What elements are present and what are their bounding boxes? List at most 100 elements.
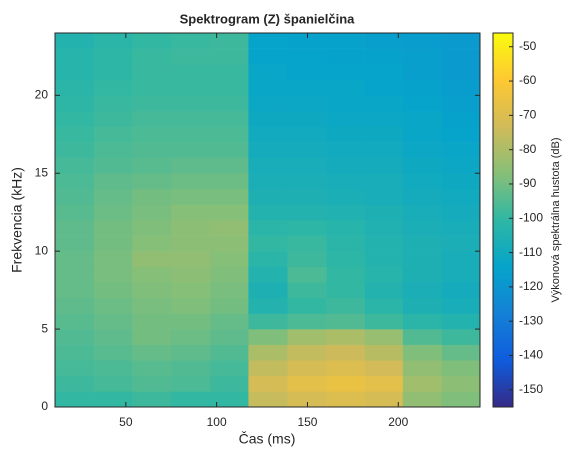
heatmap-cell bbox=[55, 282, 95, 299]
heatmap-cell bbox=[287, 297, 327, 314]
heatmap-cell bbox=[326, 48, 365, 65]
heatmap-cell bbox=[210, 173, 249, 190]
heatmap-cell bbox=[441, 375, 481, 392]
heatmap-cell bbox=[326, 391, 365, 408]
heatmap-cell bbox=[94, 79, 133, 96]
heatmap-cell bbox=[94, 204, 133, 221]
heatmap-cell bbox=[248, 173, 288, 190]
heatmap-cell bbox=[171, 344, 211, 361]
heatmap-cell bbox=[287, 313, 327, 330]
heatmap-cell bbox=[132, 375, 172, 392]
heatmap-cell bbox=[326, 173, 365, 190]
heatmap-cell bbox=[287, 110, 327, 127]
heatmap-cell bbox=[287, 360, 327, 377]
heatmap-cell bbox=[132, 235, 172, 252]
heatmap-cell bbox=[402, 282, 443, 299]
heatmap-cell bbox=[364, 282, 404, 299]
heatmap-cell bbox=[132, 173, 172, 190]
heatmap-cell bbox=[94, 375, 133, 392]
heatmap-cell bbox=[287, 188, 327, 205]
heatmap-cell bbox=[287, 235, 327, 252]
heatmap-cell bbox=[248, 188, 288, 205]
heatmap-cell bbox=[94, 33, 133, 49]
heatmap-cell bbox=[364, 220, 404, 236]
heatmap-cell bbox=[402, 375, 443, 392]
heatmap-cell bbox=[402, 95, 443, 112]
heatmap-cell bbox=[210, 360, 249, 377]
colorbar-tick-label: -60 bbox=[519, 73, 537, 87]
heatmap-cell bbox=[441, 344, 481, 361]
heatmap-cell bbox=[55, 142, 95, 158]
heatmap-cell bbox=[171, 297, 211, 314]
heatmap-cell bbox=[364, 188, 404, 205]
heatmap-cell bbox=[94, 313, 133, 330]
heatmap-cell bbox=[326, 251, 365, 268]
heatmap-cell bbox=[364, 266, 404, 283]
colorbar-tick-label: -100 bbox=[519, 210, 543, 224]
heatmap-cell bbox=[210, 282, 249, 299]
heatmap-cell bbox=[210, 79, 249, 96]
heatmap-cell bbox=[441, 235, 481, 252]
heatmap-cell bbox=[210, 157, 249, 174]
heatmap-cell bbox=[132, 266, 172, 283]
heatmap-cell bbox=[55, 360, 95, 377]
heatmap-cell bbox=[287, 142, 327, 158]
heatmap-cell bbox=[132, 48, 172, 65]
heatmap-cell bbox=[287, 251, 327, 268]
x-tick-label: 100 bbox=[207, 415, 227, 429]
heatmap-cell bbox=[210, 64, 249, 81]
heatmap-cell bbox=[248, 110, 288, 127]
heatmap-cell bbox=[171, 329, 211, 345]
heatmap-cell bbox=[55, 313, 95, 330]
heatmap-cell bbox=[171, 266, 211, 283]
heatmap-cell bbox=[287, 220, 327, 236]
heatmap-cell bbox=[248, 79, 288, 96]
heatmap-cell bbox=[210, 235, 249, 252]
heatmap-cell bbox=[441, 48, 481, 65]
colorbar-tick-label: -70 bbox=[519, 108, 537, 122]
heatmap-cell bbox=[132, 64, 172, 81]
heatmap-cell bbox=[441, 173, 481, 190]
heatmap-cell bbox=[55, 126, 95, 143]
heatmap-cell bbox=[287, 204, 327, 221]
heatmap-cell bbox=[441, 79, 481, 96]
heatmap-cell bbox=[287, 48, 327, 65]
heatmap-cell bbox=[171, 126, 211, 143]
heatmap-cell bbox=[364, 157, 404, 174]
heatmap-cell bbox=[402, 157, 443, 174]
heatmap-cell bbox=[248, 220, 288, 236]
heatmap-cell bbox=[171, 110, 211, 127]
heatmap-cell bbox=[364, 391, 404, 408]
heatmap-cell bbox=[171, 48, 211, 65]
heatmap-cell bbox=[402, 329, 443, 345]
heatmap-cell bbox=[210, 204, 249, 221]
heatmap-cell bbox=[441, 360, 481, 377]
heatmap-cell bbox=[248, 266, 288, 283]
heatmap-cell bbox=[326, 157, 365, 174]
heatmap-cell bbox=[441, 266, 481, 283]
heatmap-cell bbox=[94, 142, 133, 158]
heatmap-cell bbox=[364, 79, 404, 96]
heatmap-cell bbox=[402, 313, 443, 330]
heatmap-cell bbox=[364, 251, 404, 268]
heatmap-cell bbox=[287, 33, 327, 49]
heatmap-cell bbox=[441, 142, 481, 158]
heatmap-cell bbox=[210, 95, 249, 112]
heatmap-cell bbox=[55, 157, 95, 174]
heatmap-cell bbox=[55, 95, 95, 112]
heatmap-cell bbox=[132, 282, 172, 299]
heatmap-cell bbox=[132, 33, 172, 49]
heatmap-cell bbox=[55, 79, 95, 96]
heatmap-cell bbox=[55, 235, 95, 252]
heatmap-cell bbox=[132, 79, 172, 96]
heatmap-cell bbox=[441, 95, 481, 112]
heatmap-cell bbox=[364, 313, 404, 330]
colorbar-tick-label: -130 bbox=[519, 313, 543, 327]
heatmap-cell bbox=[287, 173, 327, 190]
heatmap-cell bbox=[171, 157, 211, 174]
heatmap-cell bbox=[171, 391, 211, 408]
heatmap-cell bbox=[402, 48, 443, 65]
heatmap-cell bbox=[94, 157, 133, 174]
heatmap-cell bbox=[132, 344, 172, 361]
